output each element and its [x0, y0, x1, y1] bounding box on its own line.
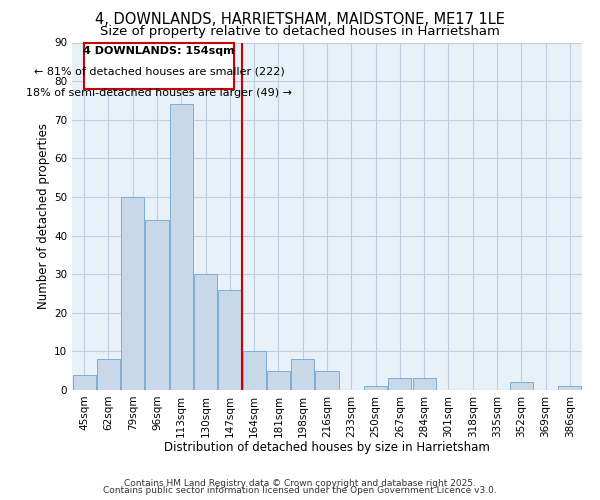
Bar [291, 359, 314, 390]
Text: 4, DOWNLANDS, HARRIETSHAM, MAIDSTONE, ME17 1LE: 4, DOWNLANDS, HARRIETSHAM, MAIDSTONE, ME… [95, 12, 505, 28]
Bar [364, 386, 387, 390]
Y-axis label: Number of detached properties: Number of detached properties [37, 123, 50, 309]
Text: Contains public sector information licensed under the Open Government Licence v3: Contains public sector information licen… [103, 486, 497, 495]
Bar [242, 352, 266, 390]
Text: ← 81% of detached houses are smaller (222): ← 81% of detached houses are smaller (22… [34, 67, 284, 77]
Bar [218, 290, 241, 390]
Bar [97, 359, 120, 390]
Bar [316, 370, 338, 390]
Bar [121, 197, 144, 390]
Bar [388, 378, 412, 390]
FancyBboxPatch shape [85, 42, 234, 89]
Text: 4 DOWNLANDS: 154sqm: 4 DOWNLANDS: 154sqm [83, 46, 235, 56]
Bar [194, 274, 217, 390]
Bar [145, 220, 169, 390]
Text: Size of property relative to detached houses in Harrietsham: Size of property relative to detached ho… [100, 25, 500, 38]
Bar [73, 374, 95, 390]
Bar [267, 370, 290, 390]
Bar [559, 386, 581, 390]
Bar [510, 382, 533, 390]
X-axis label: Distribution of detached houses by size in Harrietsham: Distribution of detached houses by size … [164, 441, 490, 454]
Text: Contains HM Land Registry data © Crown copyright and database right 2025.: Contains HM Land Registry data © Crown c… [124, 478, 476, 488]
Bar [170, 104, 193, 390]
Bar [413, 378, 436, 390]
Text: 18% of semi-detached houses are larger (49) →: 18% of semi-detached houses are larger (… [26, 88, 292, 98]
